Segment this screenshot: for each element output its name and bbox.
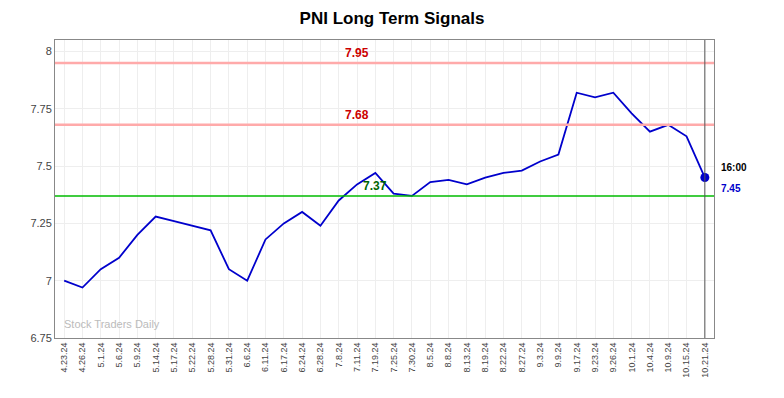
svg-text:10.9.24: 10.9.24: [663, 343, 673, 373]
svg-text:9.17.24: 9.17.24: [572, 343, 582, 373]
svg-text:5.17.24: 5.17.24: [169, 343, 179, 373]
svg-text:7.25: 7.25: [30, 217, 51, 229]
svg-text:5.22.24: 5.22.24: [187, 343, 197, 373]
svg-text:6.6.24: 6.6.24: [242, 343, 252, 368]
svg-text:7: 7: [46, 275, 52, 287]
svg-text:8.8.24: 8.8.24: [443, 343, 453, 368]
svg-text:5.6.24: 5.6.24: [114, 343, 124, 368]
svg-text:7.68: 7.68: [345, 108, 369, 122]
svg-text:7.11.24: 7.11.24: [352, 343, 362, 372]
svg-text:7.95: 7.95: [345, 46, 369, 60]
svg-text:10.4.24: 10.4.24: [645, 343, 655, 373]
svg-text:5.31.24: 5.31.24: [224, 343, 234, 373]
svg-text:6.75: 6.75: [30, 332, 51, 344]
svg-text:8.5.24: 8.5.24: [425, 343, 435, 368]
svg-text:5.1.24: 5.1.24: [96, 343, 106, 368]
svg-text:7.45: 7.45: [721, 183, 741, 194]
svg-text:7.30.24: 7.30.24: [407, 343, 417, 373]
svg-text:7.37: 7.37: [363, 179, 387, 193]
svg-text:5.28.24: 5.28.24: [206, 343, 216, 373]
svg-text:9.9.24: 9.9.24: [553, 343, 563, 368]
svg-text:8.27.24: 8.27.24: [517, 343, 527, 373]
svg-text:7.19.24: 7.19.24: [370, 343, 380, 373]
svg-text:8.13.24: 8.13.24: [462, 343, 472, 373]
svg-text:Stock Traders Daily: Stock Traders Daily: [64, 318, 160, 330]
svg-text:6.17.24: 6.17.24: [279, 343, 289, 373]
svg-text:6.11.24: 6.11.24: [260, 343, 270, 372]
svg-text:6.24.24: 6.24.24: [297, 343, 307, 373]
svg-text:5.14.24: 5.14.24: [151, 343, 161, 373]
svg-text:8: 8: [46, 45, 52, 57]
svg-text:10.15.24: 10.15.24: [681, 343, 691, 378]
svg-text:8.19.24: 8.19.24: [480, 343, 490, 373]
svg-text:9.26.24: 9.26.24: [608, 343, 618, 373]
svg-text:8.22.24: 8.22.24: [498, 343, 508, 373]
svg-text:7.5: 7.5: [37, 160, 52, 172]
svg-text:5.9.24: 5.9.24: [132, 343, 142, 368]
svg-text:PNI Long Term Signals: PNI Long Term Signals: [300, 9, 485, 28]
svg-text:6.28.24: 6.28.24: [315, 343, 325, 373]
svg-text:9.23.24: 9.23.24: [590, 343, 600, 373]
svg-text:10.21.24: 10.21.24: [700, 343, 710, 378]
svg-text:4.26.24: 4.26.24: [77, 343, 87, 373]
svg-text:10.1.24: 10.1.24: [627, 343, 637, 373]
svg-text:16:00: 16:00: [721, 162, 747, 173]
svg-text:7.75: 7.75: [30, 103, 51, 115]
svg-text:9.3.24: 9.3.24: [535, 343, 545, 368]
svg-text:4.23.24: 4.23.24: [59, 343, 69, 373]
svg-text:7.25.24: 7.25.24: [389, 343, 399, 373]
svg-text:7.8.24: 7.8.24: [334, 343, 344, 368]
